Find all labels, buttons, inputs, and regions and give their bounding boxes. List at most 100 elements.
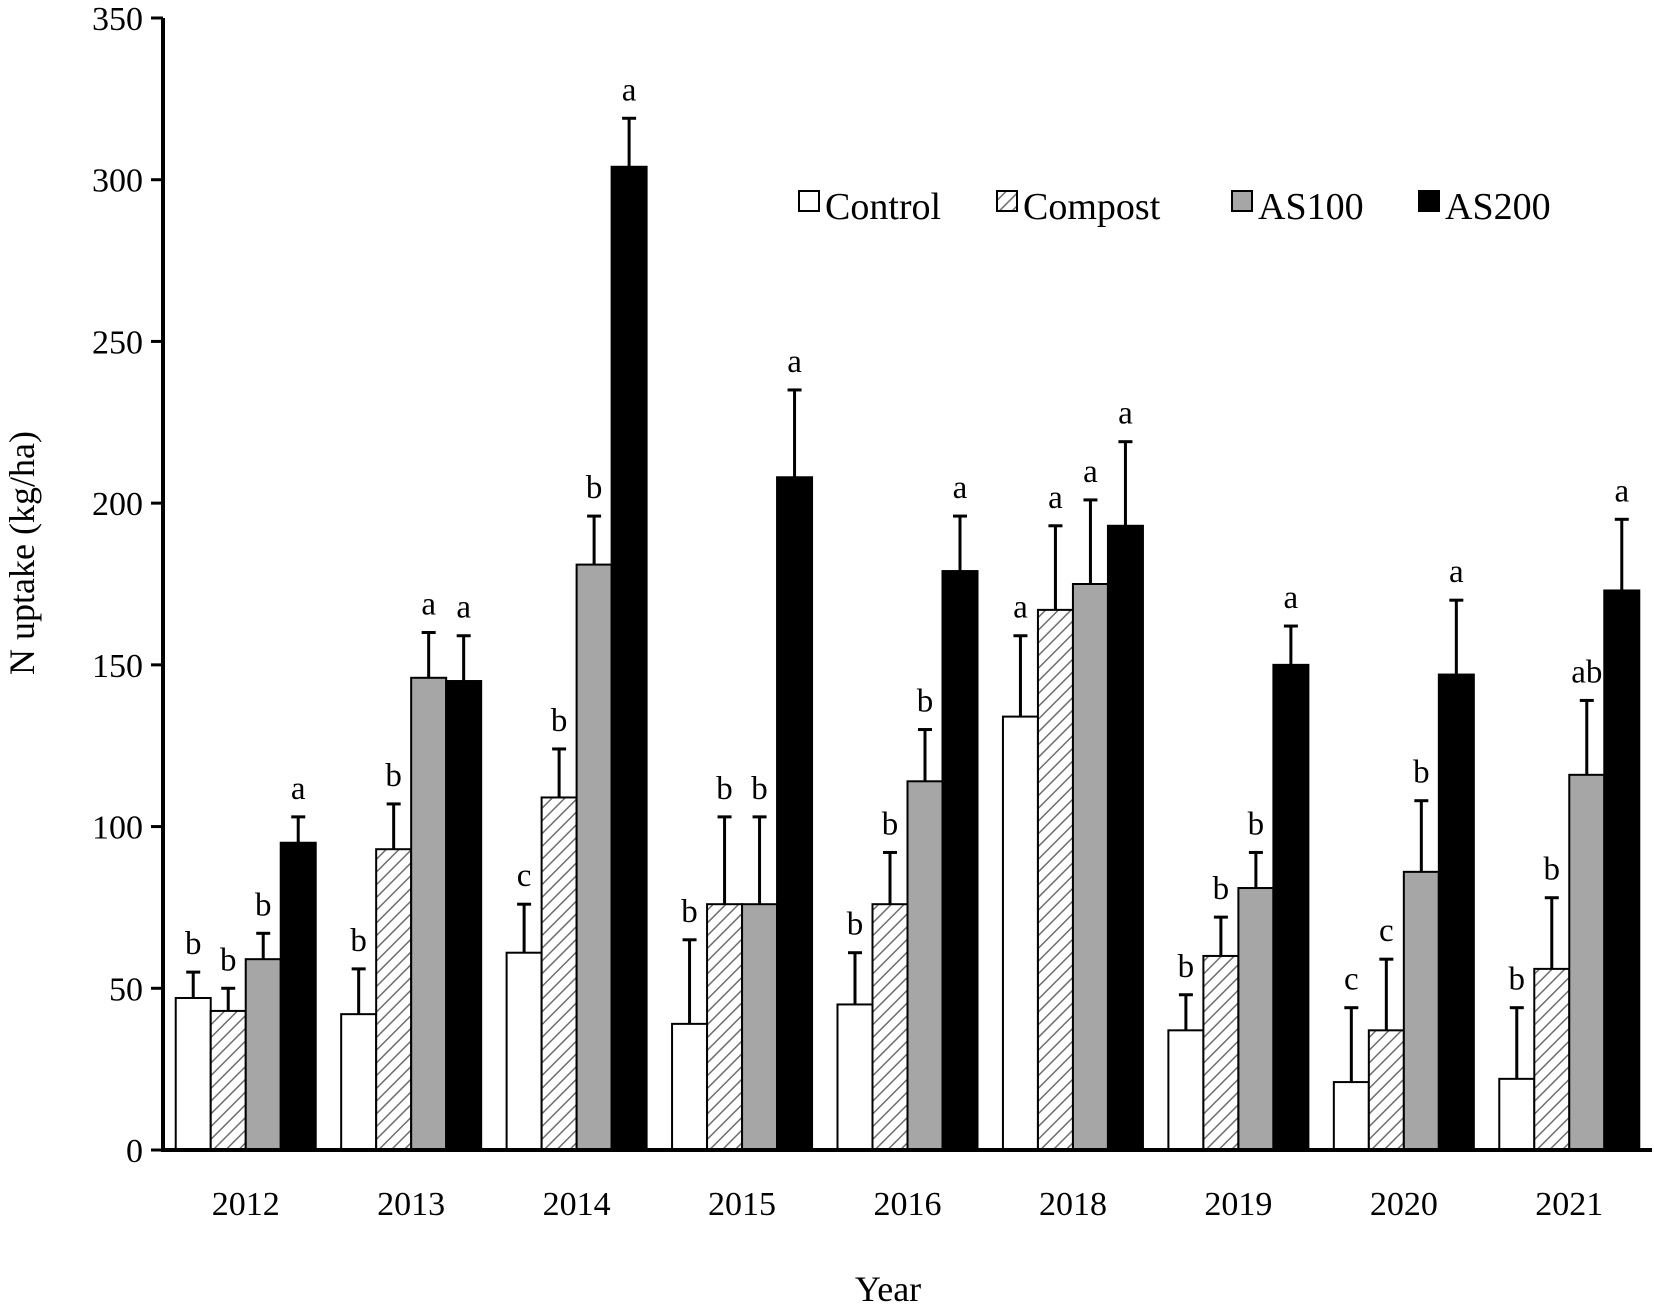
bar-compost [1036,608,1074,1151]
significance-letter: b [255,887,272,923]
significance-letter: c [1344,962,1359,998]
significance-letter: a [1118,396,1133,432]
bar-as200 [776,476,814,1152]
bar-as200 [610,165,648,1151]
bar-control [1498,1077,1536,1151]
bar-control [174,996,212,1152]
y-ticks: 0 50 100 150 200 250 300 350 [92,1,163,1170]
bar-as200 [1437,673,1475,1151]
bar-compost [1202,954,1240,1152]
significance-letter: b [551,703,568,739]
y-tick-label: 200 [92,486,143,523]
bar-as100 [575,563,613,1151]
significance-letter: b [1178,949,1195,985]
legend-label-compost: Compost [1023,186,1161,228]
y-axis-title: N uptake (kg/ha) [2,431,42,675]
bar-as200 [1272,663,1310,1151]
significance-letter: b [1248,806,1265,842]
bar-as200 [941,570,979,1151]
bar-compost [1367,1029,1405,1151]
bar-compost [1533,967,1571,1151]
significance-letter: a [1614,473,1629,509]
bar-as200 [445,680,483,1151]
x-category-labels: 2012 2013 2014 2015 2016 2018 2019 2020 2021 [212,1186,1604,1223]
significance-letter: b [882,806,899,842]
bar-as200 [1106,524,1144,1151]
significance-letter: b [220,942,237,978]
significance-letter: b [185,926,202,962]
x-category-label: 2013 [377,1186,445,1223]
legend-label-control: Control [825,186,941,228]
significance-letter: a [1048,480,1063,516]
x-category-label: 2020 [1370,1186,1438,1223]
bar-as100 [1071,583,1109,1151]
x-category-label: 2016 [874,1186,942,1223]
significance-letter: b [751,771,768,807]
significance-letter: b [1213,871,1230,907]
significance-letter: b [917,684,934,720]
y-tick-label: 0 [126,1133,143,1170]
bar-control [671,1022,709,1151]
bar-control [836,1003,874,1152]
y-tick-label: 100 [92,810,143,847]
y-tick-label: 250 [92,324,143,361]
y-tick-label: 300 [92,163,143,200]
bar-as100 [906,780,944,1151]
x-category-label: 2019 [1204,1186,1272,1223]
significance-letter: c [1379,913,1394,949]
bar-as200 [1603,589,1641,1151]
bar-as100 [1402,870,1440,1151]
significance-letter: a [291,771,306,807]
significance-letter: b [1544,852,1561,888]
legend-label-as100: AS100 [1258,186,1364,228]
significance-letter: a [953,470,968,506]
bar-control [505,951,543,1151]
x-category-label: 2012 [212,1186,280,1223]
x-category-label: 2015 [708,1186,776,1223]
legend-swatch-as200 [1418,190,1440,212]
bar-compost [706,903,744,1151]
significance-letter: b [847,907,864,943]
significance-letter: a [787,344,802,380]
significance-letter: a [421,587,436,623]
significance-letter: a [456,590,471,626]
legend-swatch-as100 [1231,190,1253,212]
legend-swatch-control [798,190,820,212]
significance-letter: b [716,771,733,807]
bar-as100 [1568,773,1606,1152]
bar-compost [540,796,578,1151]
legend: Control Compost AS100 AS200 [798,186,1551,228]
significance-letter: c [517,858,532,894]
significance-letter: a [1449,554,1464,590]
y-tick-label: 50 [109,971,143,1008]
x-category-label: 2021 [1535,1186,1603,1223]
bar-as100 [741,903,779,1151]
significance-letter: a [622,72,637,108]
x-category-label: 2014 [543,1186,611,1223]
significance-letter: a [1013,590,1028,626]
significance-letter: b [586,470,603,506]
significance-letter: ab [1571,654,1602,690]
bar-as100 [244,958,282,1151]
significance-letter: b [1413,755,1430,791]
bar-as100 [1237,887,1275,1151]
bar-control [1001,715,1039,1151]
significance-letter: b [681,894,698,930]
y-tick-label: 150 [92,648,143,685]
significance-letter: b [385,758,402,794]
bar-as200 [279,841,317,1151]
significance-letter: b [1509,962,1526,998]
significance-letter: b [350,923,367,959]
bar-control [1167,1029,1205,1151]
bar-control [1332,1081,1370,1151]
bar-compost [871,903,909,1151]
legend-swatch-compost [996,190,1018,212]
axes-layer [161,18,1652,1152]
significance-letter: a [1284,580,1299,616]
significance-letter: a [1083,454,1098,490]
bar-compost [209,1009,247,1151]
bar-as100 [410,676,448,1152]
